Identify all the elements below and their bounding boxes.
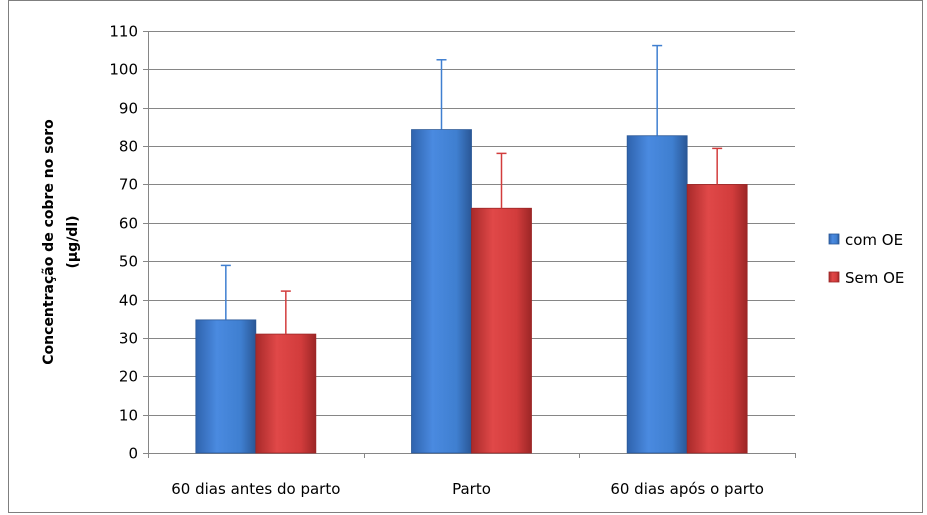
y-tick-label: 10 — [119, 407, 138, 425]
bar-com-oe — [626, 135, 688, 454]
x-category-label: 60 dias após o parto — [610, 480, 764, 498]
legend-label-com-oe: com OE — [845, 231, 903, 249]
y-tick-label: 0 — [128, 445, 138, 463]
y-tick-label: 90 — [119, 100, 138, 118]
y-axis-title-line: Concentração de cobre no soro — [41, 119, 57, 365]
y-tick-label: 110 — [109, 23, 138, 41]
bar-sem-oe — [471, 207, 532, 454]
bar-sem-oe — [686, 184, 748, 454]
y-tick-label: 80 — [119, 138, 138, 156]
y-tick-label: 100 — [109, 61, 138, 79]
y-tick-label: 30 — [119, 330, 138, 348]
legend-swatch-com-oe — [828, 233, 840, 245]
y-axis-title: Concentração de cobre no soro (µg/dl) — [41, 119, 81, 365]
y-tick-label: 60 — [119, 215, 138, 233]
y-tick-label: 20 — [119, 368, 138, 386]
bar-com-oe — [411, 129, 472, 454]
y-tick-label: 40 — [119, 292, 138, 310]
bar-com-oe — [195, 319, 257, 454]
x-category-label: Parto — [452, 480, 491, 498]
legend-label-sem-oe: Sem OE — [845, 269, 904, 287]
bar-sem-oe — [255, 333, 317, 454]
y-tick-label: 70 — [119, 176, 138, 194]
x-category-label: 60 dias antes do parto — [171, 480, 340, 498]
axes — [143, 31, 796, 458]
bars — [195, 44, 748, 454]
legend-swatch-sem-oe — [828, 271, 840, 283]
y-tick-label: 50 — [119, 253, 138, 271]
labels: 0 10 20 30 40 50 60 70 80 90 100 110 60 dias antes d… — [41, 23, 764, 499]
y-axis-title-line: (µg/dl) — [65, 215, 81, 268]
legend: com OE Sem OE — [828, 231, 904, 287]
